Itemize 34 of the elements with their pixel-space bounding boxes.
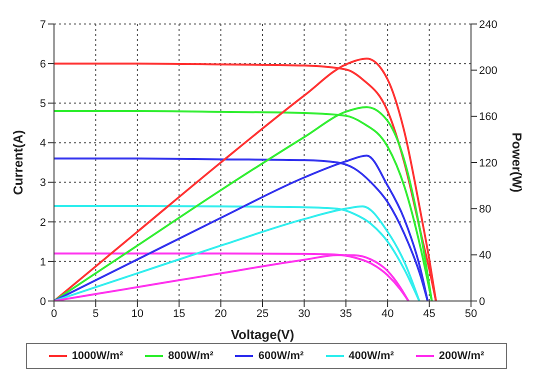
x-tick-label: 25 xyxy=(256,308,269,320)
y-tick-label: 2 xyxy=(40,216,46,229)
y-tick-label: 1 xyxy=(40,256,46,268)
y2-tick-label: 120 xyxy=(479,157,498,170)
legend-label: 1000W/m² xyxy=(72,350,124,362)
y-tick-label: 0 xyxy=(40,296,46,308)
x-tick-label: 40 xyxy=(381,308,394,320)
x-tick-label: 10 xyxy=(131,308,144,320)
x-tick-label: 5 xyxy=(92,308,99,320)
legend-label: 800W/m² xyxy=(168,350,214,362)
x-axis-title: Voltage(V) xyxy=(230,327,294,342)
y-tick-label: 3 xyxy=(40,177,46,190)
y-tick-label: 6 xyxy=(40,58,46,70)
y2-tick-label: 40 xyxy=(479,250,492,262)
x-tick-label: 30 xyxy=(298,308,310,320)
y2-tick-label: 160 xyxy=(479,111,498,124)
x-tick-label: 15 xyxy=(172,308,186,320)
legend-label: 600W/m² xyxy=(258,350,304,362)
x-tick-label: 50 xyxy=(464,308,478,320)
y2-tick-label: 240 xyxy=(479,18,498,31)
x-tick-label: 35 xyxy=(340,308,352,320)
y-tick-label: 5 xyxy=(40,98,46,110)
y-tick-label: 7 xyxy=(40,18,46,31)
x-tick-label: 0 xyxy=(50,308,58,320)
y2-tick-label: 200 xyxy=(479,65,498,78)
y2-tick-label: 80 xyxy=(479,204,492,216)
legend-label: 400W/m² xyxy=(348,350,394,362)
y-axis-title: Current(A) xyxy=(10,130,26,195)
x-tick-label: 20 xyxy=(214,308,227,320)
y-tick-label: 4 xyxy=(40,138,46,150)
x-tick-label: 45 xyxy=(423,308,436,320)
y2-axis-title: Power(W) xyxy=(509,132,524,192)
y2-tick-label: 0 xyxy=(479,296,486,308)
legend-label: 200W/m² xyxy=(438,350,484,362)
